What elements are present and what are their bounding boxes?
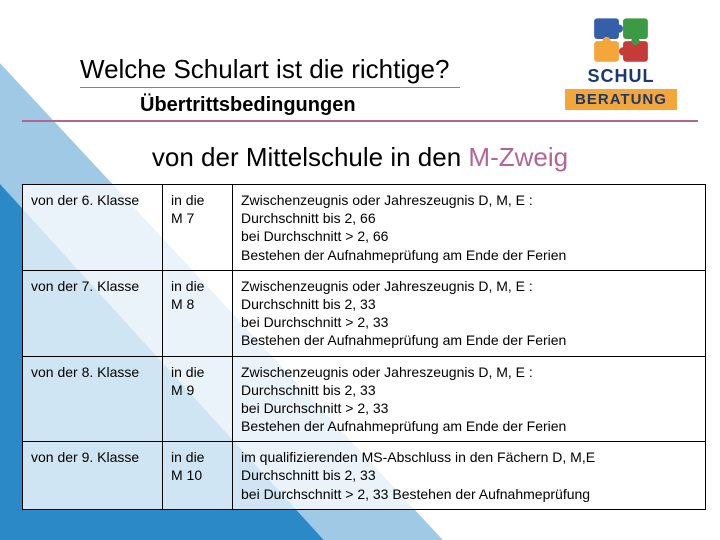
cell-from: von der 8. Klasse [23, 356, 163, 442]
table-row: von der 7. Klassein die M 8Zwischenzeugn… [23, 270, 706, 356]
cell-from: von der 6. Klasse [23, 185, 163, 271]
section-prefix: von der Mittelschule in den [152, 142, 469, 172]
cell-conditions: im qualifizierenden MS-Abschluss in den … [233, 442, 706, 510]
conditions-table-wrap: von der 6. Klassein die M 7Zwischenzeugn… [22, 184, 706, 510]
cell-from: von der 7. Klasse [23, 270, 163, 356]
table-row: von der 6. Klassein die M 7Zwischenzeugn… [23, 185, 706, 271]
table-row: von der 8. Klassein die M 9Zwischenzeugn… [23, 356, 706, 442]
cell-to: in die M 9 [163, 356, 233, 442]
conditions-table: von der 6. Klassein die M 7Zwischenzeugn… [22, 184, 706, 510]
section-accent: M-Zweig [468, 142, 568, 172]
page-title: Welche Schulart ist die richtige? [80, 54, 720, 87]
cell-from: von der 9. Klasse [23, 442, 163, 510]
page-subtitle: Übertrittsbedingungen [80, 94, 720, 121]
section-title: von der Mittelschule in den M-Zweig [0, 142, 720, 173]
cell-conditions: Zwischenzeugnis oder Jahreszeugnis D, M,… [233, 270, 706, 356]
cell-to: in die M 8 [163, 270, 233, 356]
full-width-underline [22, 120, 698, 122]
header: Welche Schulart ist die richtige? Übertr… [0, 54, 720, 121]
cell-conditions: Zwischenzeugnis oder Jahreszeugnis D, M,… [233, 356, 706, 442]
title-underline [80, 87, 460, 88]
cell-to: in die M 7 [163, 185, 233, 271]
table-row: von der 9. Klassein die M 10im qualifizi… [23, 442, 706, 510]
cell-conditions: Zwischenzeugnis oder Jahreszeugnis D, M,… [233, 185, 706, 271]
cell-to: in die M 10 [163, 442, 233, 510]
